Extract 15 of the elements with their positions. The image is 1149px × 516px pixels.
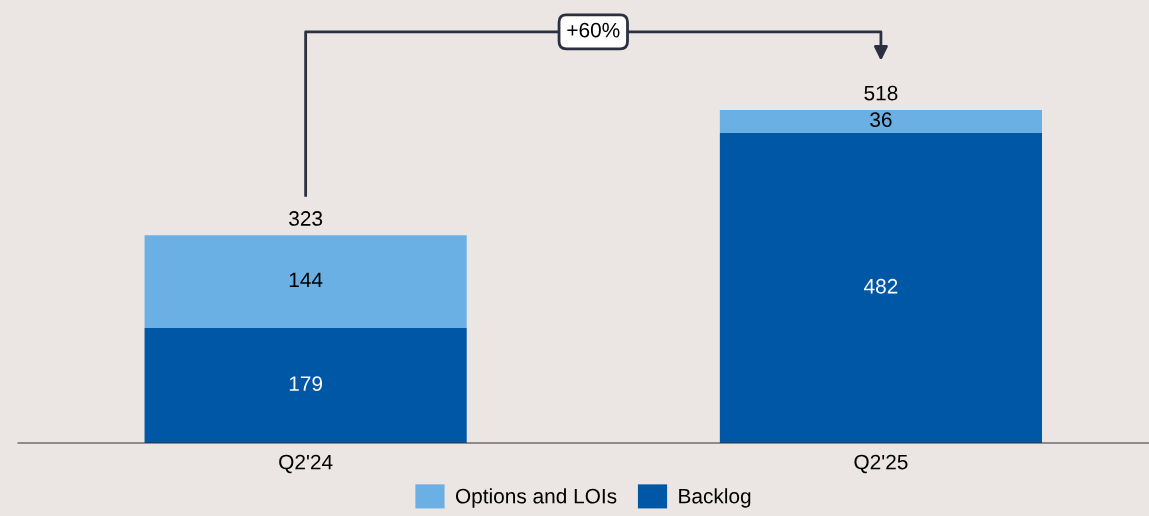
bar	[144, 327, 467, 443]
bar	[144, 235, 467, 328]
legend-label: Backlog	[679, 488, 751, 508]
legend-label: Options and LOIs	[455, 488, 617, 508]
x-tick-label: Q2'24	[279, 454, 333, 474]
data-label: 179	[289, 376, 323, 392]
total-label: 518	[864, 85, 898, 101]
x-tick-label: Q2'25	[854, 454, 908, 474]
total-label: 323	[289, 211, 323, 226]
data-label: 36	[870, 112, 892, 128]
bar	[719, 133, 1042, 443]
data-label: 144	[289, 272, 323, 287]
bar	[719, 109, 1042, 134]
text: +60%	[567, 22, 620, 38]
data-label: 482	[864, 278, 898, 294]
